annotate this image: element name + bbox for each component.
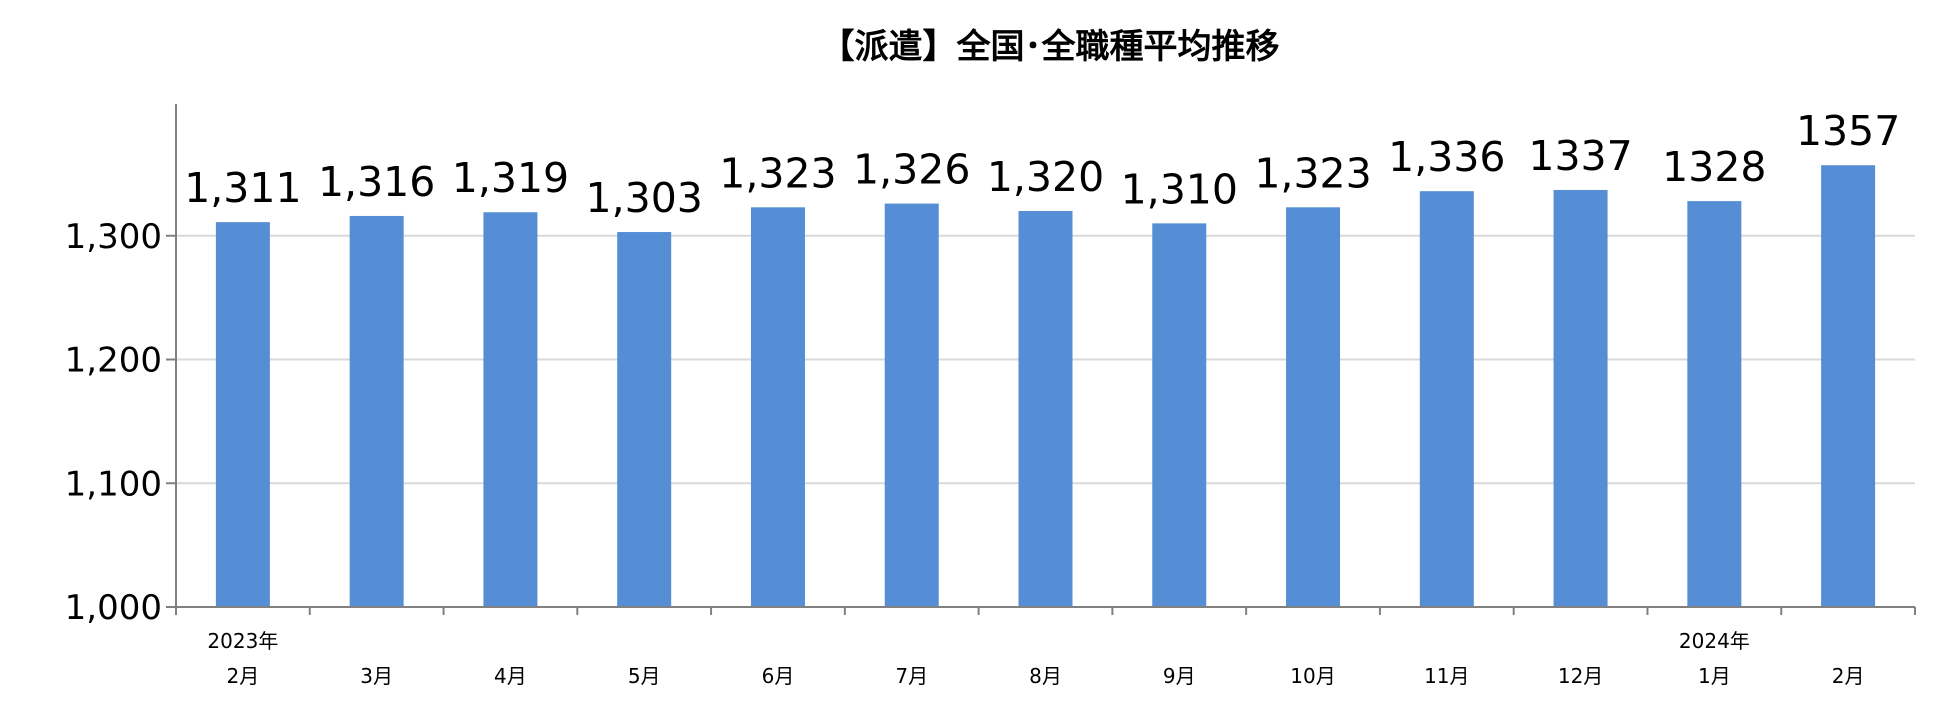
data-label: 1,323 xyxy=(719,149,836,197)
x-tick-label: 1月 xyxy=(1698,664,1731,688)
data-label: 1,320 xyxy=(987,153,1104,201)
x-tick-label: 2月 xyxy=(227,664,260,688)
x-tick-label: 8月 xyxy=(1029,664,1062,688)
bar xyxy=(215,222,270,607)
bar xyxy=(1553,189,1608,607)
y-tick-label: 1,200 xyxy=(65,341,162,381)
x-tick-label: 6月 xyxy=(762,664,795,688)
bar xyxy=(1152,223,1207,607)
data-label: 1,336 xyxy=(1388,133,1505,181)
data-label: 1,323 xyxy=(1254,149,1371,197)
bar xyxy=(1018,211,1073,607)
x-tick-label: 2月 xyxy=(1832,664,1865,688)
labels: 1,000 1,100 1,200 1,300 1,311 1,316 1,319 1,303… xyxy=(65,107,1901,688)
bar xyxy=(617,232,672,607)
x-tick-label: 3月 xyxy=(360,664,393,688)
x-tick-label: 12月 xyxy=(1558,664,1603,688)
y-tick-label: 1,100 xyxy=(65,464,162,504)
data-label: 1337 xyxy=(1528,132,1632,180)
bar xyxy=(884,203,939,607)
bar xyxy=(483,212,538,608)
data-label: 1,311 xyxy=(184,164,301,212)
data-label: 1328 xyxy=(1662,143,1766,191)
data-label: 1,303 xyxy=(586,174,703,222)
x-tick-label: 5月 xyxy=(628,664,661,688)
data-label: 1357 xyxy=(1796,107,1900,155)
x-tick-label: 11月 xyxy=(1424,664,1469,688)
x-tick-label: 9月 xyxy=(1163,664,1196,688)
bars xyxy=(215,165,1876,608)
bar xyxy=(349,215,404,607)
data-label: 1,316 xyxy=(318,158,435,206)
x-tick-label: 10月 xyxy=(1290,664,1335,688)
x-year-label: 2024年 xyxy=(1679,629,1750,653)
axes xyxy=(166,104,1916,615)
data-label: 1,310 xyxy=(1121,165,1238,213)
data-label: 1,326 xyxy=(853,146,970,194)
bar xyxy=(1821,165,1876,607)
y-tick-label: 1,000 xyxy=(65,588,162,628)
chart-title: 【派遣】全国･全職種平均推移 xyxy=(821,27,1280,67)
y-tick-label: 1,300 xyxy=(65,217,162,257)
x-tick-label: 7月 xyxy=(895,664,928,688)
x-tick-label: 4月 xyxy=(494,664,527,688)
bar xyxy=(750,207,805,607)
bar xyxy=(1286,207,1341,607)
bar xyxy=(1687,201,1742,607)
x-year-label: 2023年 xyxy=(207,629,278,653)
bar xyxy=(1419,191,1474,607)
data-label: 1,319 xyxy=(452,154,569,202)
